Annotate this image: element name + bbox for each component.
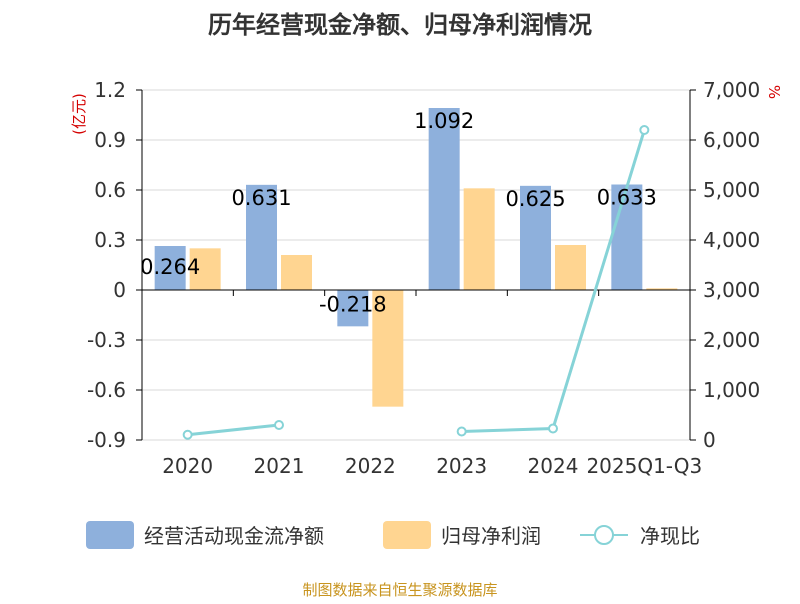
x-tick-label: 2023 [436, 454, 487, 478]
right-tick-label: 7,000 [703, 78, 760, 102]
data-label-cashflow: 1.092 [414, 109, 474, 133]
legend-marker-ratio [594, 525, 614, 545]
ratio-point [639, 125, 650, 135]
line-series [182, 125, 650, 440]
ratio-point [182, 429, 193, 440]
data-labels: 0.264 0.631 -0.218 1.092 0.625 0.633 [140, 109, 657, 316]
ratio-point [456, 426, 467, 437]
left-axis-ticks: 1.2 0.9 0.6 0.3 0 -0.3 -0.6 -0.9 [87, 78, 142, 452]
bars [154, 108, 678, 407]
ratio-point [274, 420, 284, 430]
left-tick-label: -0.3 [87, 328, 126, 352]
ratio-line-segment [187, 423, 280, 437]
right-tick-label: 1,000 [703, 378, 760, 402]
right-tick-label: 5,000 [703, 178, 760, 202]
x-tick-label: 2025Q1-Q3 [586, 454, 702, 478]
data-label-cashflow: -0.218 [319, 292, 387, 316]
x-axis-ticks: 2020 2021 2022 2023 2024 2025Q1-Q3 [162, 454, 702, 478]
legend-label-netprofit: 归母净利润 [441, 524, 541, 548]
source-note: 制图数据来自恒生聚源数据库 [302, 581, 497, 599]
data-label-cashflow: 0.631 [231, 186, 291, 210]
x-tick-label: 2020 [162, 454, 213, 478]
bar-cashflow [520, 185, 551, 290]
left-tick-label: -0.9 [87, 428, 126, 452]
right-tick-label: 3,000 [703, 278, 760, 302]
legend-label-cashflow: 经营活动现金流净额 [144, 524, 324, 548]
x-tick-label: 2024 [528, 454, 579, 478]
bar-netprofit [372, 290, 404, 407]
zero-axis [141, 289, 691, 296]
chart-title: 历年经营现金净额、归母净利润情况 [208, 11, 592, 39]
gridlines [142, 89, 690, 441]
left-tick-label: 0.3 [94, 228, 126, 252]
right-axis-ticks: 7,000 6,000 5,000 4,000 3,000 2,000 1,000 0 [690, 78, 760, 452]
legend: 经营活动现金流净额 归母净利润 净现比 [86, 521, 700, 549]
left-tick-label: 0.9 [94, 128, 126, 152]
bar-cashflow [611, 184, 643, 290]
data-label-cashflow: 0.625 [505, 187, 565, 211]
right-axis-unit: % [765, 85, 783, 99]
legend-swatch-netprofit [383, 521, 431, 549]
x-tick-label: 2021 [254, 454, 305, 478]
bar-netprofit [463, 188, 495, 290]
axes [141, 90, 691, 440]
bar-netprofit [555, 245, 586, 290]
bar-cashflow [154, 246, 186, 290]
bar-netprofit [281, 255, 312, 290]
bar-cashflow [246, 184, 277, 290]
data-label-cashflow: 0.264 [140, 255, 200, 279]
data-label-cashflow: 0.633 [597, 186, 657, 210]
left-tick-label: 1.2 [94, 78, 126, 102]
left-tick-label: -0.6 [87, 378, 126, 402]
bar-netprofit [189, 248, 221, 290]
bar-cashflow [337, 290, 369, 327]
legend-swatch-cashflow [86, 521, 134, 549]
left-tick-label: 0.6 [94, 178, 126, 202]
x-tick-label: 2022 [345, 454, 396, 478]
bar-netprofit [646, 288, 678, 290]
right-tick-label: 0 [703, 428, 716, 452]
right-tick-label: 2,000 [703, 328, 760, 352]
ratio-point [548, 423, 558, 434]
right-tick-label: 4,000 [703, 228, 760, 252]
legend-label-ratio: 净现比 [640, 524, 700, 548]
left-axis-unit: (亿元) [70, 93, 88, 135]
bar-cashflow [428, 108, 460, 290]
left-tick-label: 0 [113, 278, 126, 302]
right-tick-label: 6,000 [703, 128, 760, 152]
